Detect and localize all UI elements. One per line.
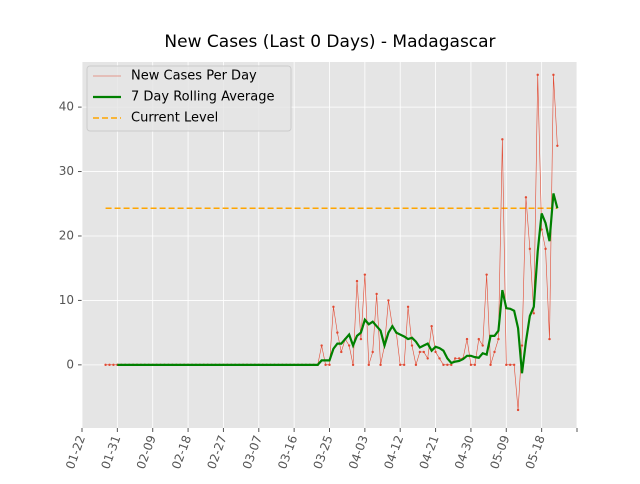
data-point — [481, 344, 484, 347]
chart-title: New Cases (Last 0 Days) - Madagascar — [164, 32, 495, 52]
data-point — [422, 350, 425, 354]
data-point — [410, 344, 414, 347]
legend-label: Current Level — [131, 111, 218, 126]
data-point — [112, 363, 115, 367]
data-point — [497, 337, 500, 341]
data-point — [536, 73, 539, 77]
data-point — [544, 247, 547, 251]
data-point — [552, 73, 555, 77]
data-point — [532, 312, 535, 315]
data-point — [399, 363, 402, 367]
data-point — [324, 363, 327, 367]
data-point — [363, 273, 367, 276]
data-point — [528, 247, 532, 251]
data-point — [465, 337, 469, 341]
data-point — [336, 331, 339, 334]
data-point — [438, 357, 441, 360]
data-point — [387, 299, 390, 302]
data-point — [426, 357, 429, 360]
data-point — [320, 344, 323, 347]
data-point — [355, 279, 359, 283]
data-point — [469, 363, 473, 367]
data-point — [414, 363, 418, 367]
data-point — [434, 350, 437, 354]
data-point — [371, 350, 374, 354]
data-point — [430, 324, 433, 328]
data-point — [520, 344, 524, 347]
data-point — [340, 350, 343, 354]
legend: New Cases Per Day 7 Day Rolling Average Cu… — [86, 65, 292, 132]
data-point — [104, 363, 107, 367]
data-point — [493, 350, 496, 354]
data-point — [367, 363, 370, 367]
data-point — [379, 363, 382, 367]
data-point — [512, 363, 516, 367]
y-tick-label: 0 — [66, 357, 74, 371]
legend-label: 7 Day Rolling Average — [131, 90, 274, 105]
data-point — [406, 305, 410, 309]
data-point — [477, 337, 480, 341]
y-tick-label: 10 — [59, 293, 74, 307]
data-point — [347, 344, 351, 347]
data-point — [516, 408, 520, 412]
data-point — [501, 138, 504, 141]
data-point — [473, 363, 477, 367]
plot — [104, 73, 559, 412]
data-point — [489, 363, 492, 367]
y-tick-label: 20 — [59, 228, 74, 242]
data-point — [556, 144, 559, 147]
data-point — [108, 363, 111, 367]
data-point — [509, 363, 512, 367]
data-point — [332, 305, 335, 309]
legend-box — [86, 65, 292, 132]
data-point — [524, 196, 528, 199]
legend-label: New Cases Per Day — [131, 69, 257, 84]
data-point — [359, 337, 363, 341]
data-point — [442, 363, 445, 367]
data-point — [548, 337, 551, 341]
series-line — [117, 193, 559, 374]
data-point — [418, 350, 422, 354]
y-tick-label: 40 — [59, 100, 74, 114]
data-point — [446, 363, 449, 367]
data-point — [402, 363, 406, 367]
data-point — [328, 363, 331, 367]
data-point — [485, 273, 488, 276]
data-point — [457, 357, 461, 360]
data-point — [454, 357, 457, 360]
data-point — [351, 363, 355, 367]
data-point — [450, 363, 453, 367]
data-point — [375, 292, 378, 296]
y-tick-label: 30 — [59, 164, 74, 178]
data-point — [505, 363, 508, 367]
grid — [78, 62, 578, 432]
